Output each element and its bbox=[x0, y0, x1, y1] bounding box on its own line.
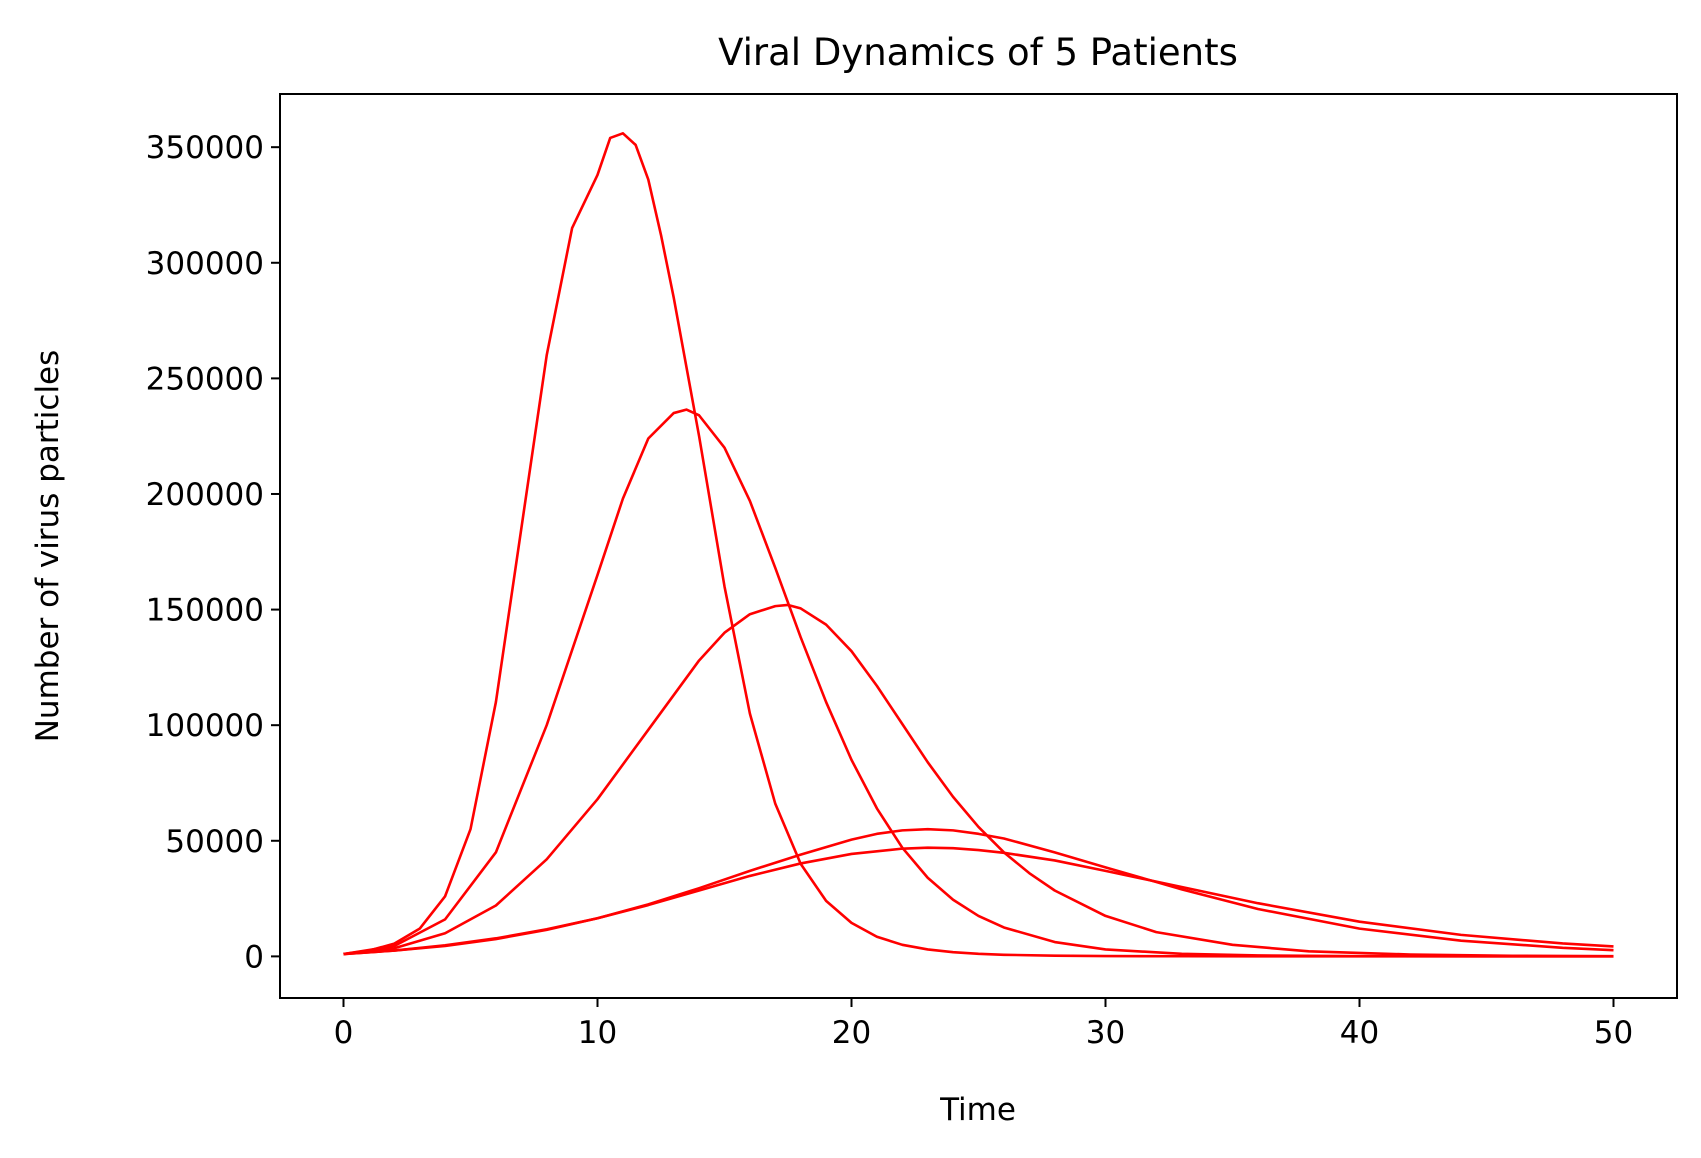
y-tick-label: 300000 bbox=[146, 246, 264, 282]
series-line-1 bbox=[343, 132, 1614, 958]
series-group bbox=[343, 132, 1614, 958]
y-tick-label: 0 bbox=[244, 939, 264, 975]
chart-title: Viral Dynamics of 5 Patients bbox=[718, 31, 1238, 74]
x-axis: 0 10 20 30 40 50 bbox=[334, 998, 1633, 1051]
y-tick-label: 350000 bbox=[146, 130, 264, 166]
y-axis: 0 50000 100000 150000 200000 250000 300000 3500… bbox=[146, 130, 280, 975]
series-line-2 bbox=[343, 408, 1614, 958]
y-tick-label: 150000 bbox=[146, 593, 264, 629]
y-axis-title: Number of virus particles bbox=[30, 350, 66, 743]
series-line-3 bbox=[343, 603, 1614, 958]
y-tick-label: 250000 bbox=[146, 361, 264, 397]
x-tick-label: 40 bbox=[1340, 1015, 1379, 1051]
x-tick-label: 30 bbox=[1086, 1015, 1125, 1051]
x-tick-label: 10 bbox=[578, 1015, 617, 1051]
x-tick-label: 50 bbox=[1594, 1015, 1633, 1051]
x-axis-title: Time bbox=[939, 1092, 1016, 1128]
plot-area bbox=[343, 132, 1614, 958]
y-tick-label: 200000 bbox=[146, 477, 264, 513]
series-line-5 bbox=[343, 846, 1614, 956]
y-tick-label: 50000 bbox=[165, 824, 264, 860]
x-tick-label: 0 bbox=[334, 1015, 354, 1051]
y-tick-label: 100000 bbox=[146, 708, 264, 744]
x-tick-label: 20 bbox=[832, 1015, 871, 1051]
plot-frame bbox=[279, 93, 1678, 999]
